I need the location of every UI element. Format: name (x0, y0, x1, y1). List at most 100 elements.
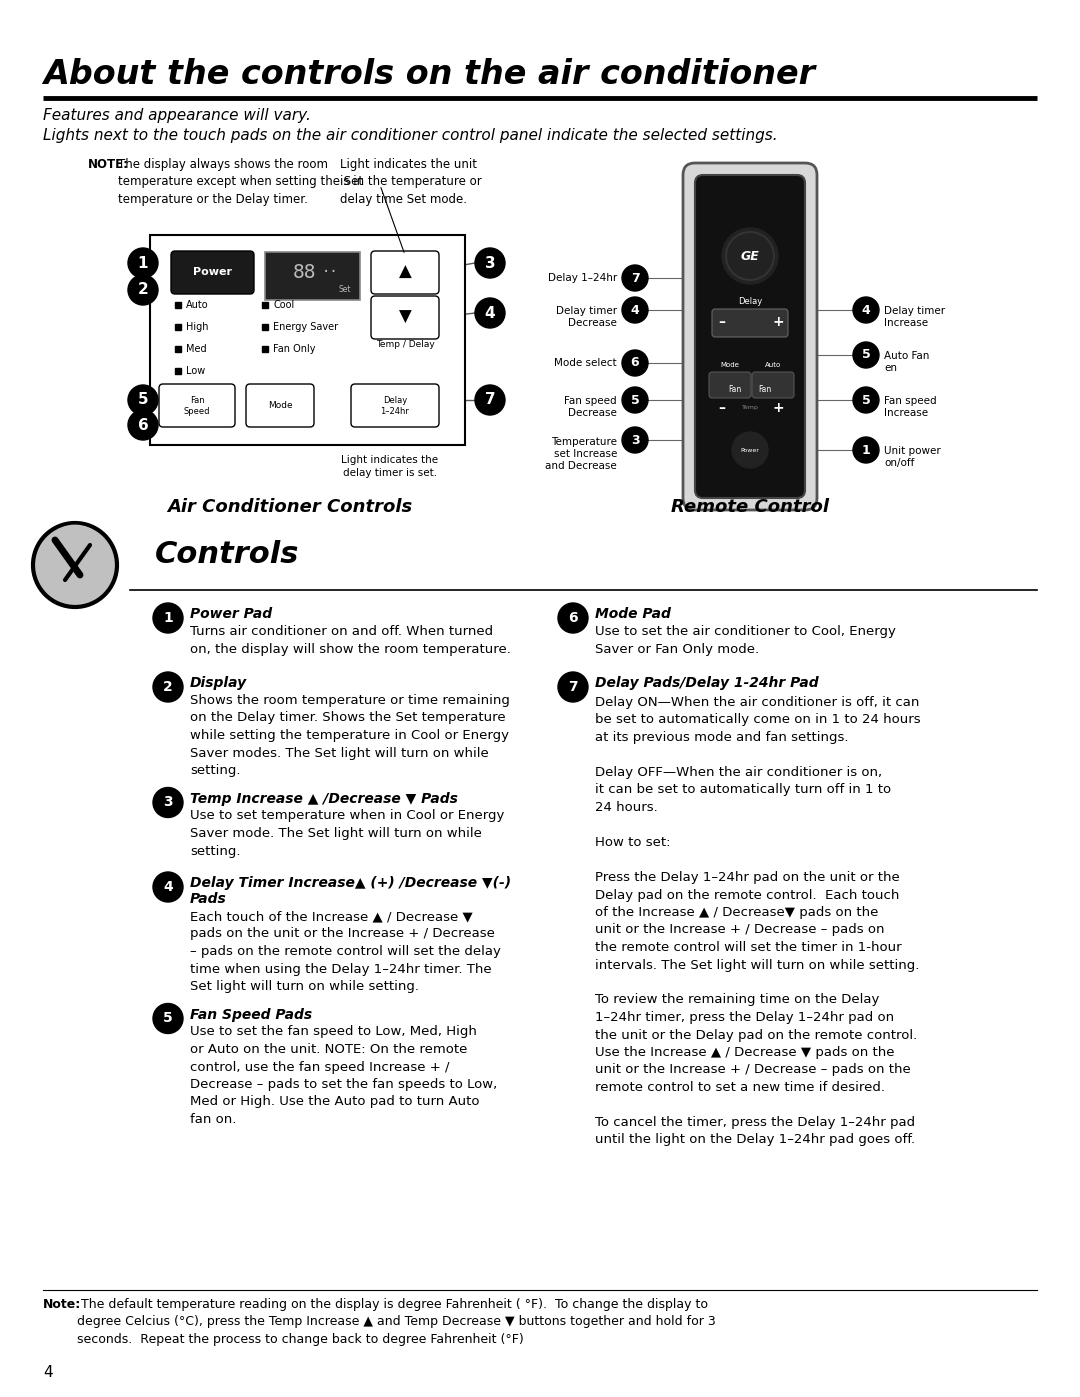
FancyBboxPatch shape (696, 175, 805, 497)
Text: Air Conditioner Controls: Air Conditioner Controls (167, 497, 413, 515)
Text: –: – (718, 314, 726, 330)
Text: Fan
Speed: Fan Speed (184, 397, 211, 416)
FancyBboxPatch shape (683, 163, 816, 510)
Text: The display always shows the room
temperature except when setting the Set
temper: The display always shows the room temper… (118, 158, 363, 205)
Text: 6: 6 (568, 610, 578, 624)
FancyBboxPatch shape (752, 372, 794, 398)
Circle shape (853, 298, 879, 323)
Text: 7: 7 (485, 393, 496, 408)
Text: 4: 4 (163, 880, 173, 894)
Circle shape (33, 522, 117, 608)
Text: 5: 5 (631, 394, 639, 407)
Circle shape (153, 604, 183, 633)
FancyBboxPatch shape (712, 309, 788, 337)
FancyBboxPatch shape (171, 251, 254, 293)
Text: +: + (772, 314, 784, 330)
Text: Delay 1–24hr: Delay 1–24hr (548, 272, 617, 284)
Text: 1: 1 (862, 443, 870, 457)
Text: Delay ON—When the air conditioner is off, it can
be set to automatically come on: Delay ON—When the air conditioner is off… (595, 696, 920, 1147)
Text: Delay Timer Increase▲ (+) /Decrease ▼(-)
Pads: Delay Timer Increase▲ (+) /Decrease ▼(-)… (190, 876, 511, 907)
Text: 7: 7 (631, 271, 639, 285)
Text: Power Pad: Power Pad (190, 608, 272, 622)
Text: Energy Saver: Energy Saver (273, 321, 338, 332)
Text: Temperature
set Increase
and Decrease: Temperature set Increase and Decrease (545, 437, 617, 471)
Circle shape (622, 351, 648, 376)
Text: 4: 4 (43, 1365, 53, 1380)
Text: 5: 5 (862, 394, 870, 407)
Circle shape (153, 872, 183, 902)
Text: Mode Pad: Mode Pad (595, 608, 671, 622)
Text: ··: ·· (322, 265, 338, 279)
Text: +: + (772, 401, 784, 415)
Text: 6: 6 (137, 418, 148, 433)
Circle shape (153, 672, 183, 703)
Text: Delay: Delay (738, 296, 762, 306)
Text: About the controls on the air conditioner: About the controls on the air conditione… (43, 59, 815, 91)
Circle shape (153, 788, 183, 817)
Text: Mode select: Mode select (554, 358, 617, 367)
Text: Lights next to the touch pads on the air conditioner control panel indicate the : Lights next to the touch pads on the air… (43, 129, 778, 142)
Text: Light indicates the
delay timer is set.: Light indicates the delay timer is set. (341, 455, 438, 478)
FancyBboxPatch shape (372, 251, 438, 293)
Text: –: – (718, 401, 726, 415)
Text: 2: 2 (137, 282, 148, 298)
Text: ▼: ▼ (399, 307, 411, 326)
Text: Power: Power (741, 447, 759, 453)
FancyBboxPatch shape (150, 235, 465, 446)
Text: Auto: Auto (186, 300, 208, 310)
Circle shape (475, 386, 505, 415)
Text: Fan Only: Fan Only (273, 344, 315, 353)
Text: Display: Display (190, 676, 247, 690)
Circle shape (129, 249, 158, 278)
Text: Cool: Cool (273, 300, 294, 310)
Text: Power: Power (193, 267, 232, 277)
Text: Set: Set (339, 285, 351, 295)
Text: 4: 4 (485, 306, 496, 320)
Text: Delay timer
Decrease: Delay timer Decrease (556, 306, 617, 328)
Text: Light indicates the unit
is in the temperature or
delay time Set mode.: Light indicates the unit is in the tempe… (340, 158, 482, 205)
Text: 3: 3 (485, 256, 496, 271)
Text: 6: 6 (631, 356, 639, 369)
Text: Note:: Note: (43, 1298, 81, 1310)
Text: Shows the room temperature or time remaining
on the Delay timer. Shows the Set t: Shows the room temperature or time remai… (190, 694, 510, 777)
Text: 4: 4 (862, 303, 870, 317)
Text: 1: 1 (138, 256, 148, 271)
Text: 3: 3 (163, 795, 173, 809)
Circle shape (475, 298, 505, 328)
Circle shape (853, 342, 879, 367)
FancyBboxPatch shape (708, 372, 751, 398)
Circle shape (475, 249, 505, 278)
FancyBboxPatch shape (246, 384, 314, 427)
Text: Each touch of the Increase ▲ / Decrease ▼
pads on the unit or the Increase + / D: Each touch of the Increase ▲ / Decrease … (190, 909, 501, 993)
Circle shape (153, 1003, 183, 1034)
Text: Fan: Fan (758, 386, 771, 394)
Circle shape (622, 298, 648, 323)
Text: Remote Control: Remote Control (671, 497, 829, 515)
Text: 5: 5 (862, 348, 870, 362)
Text: Low: Low (186, 366, 205, 376)
Text: Fan speed
Decrease: Fan speed Decrease (565, 395, 617, 418)
Circle shape (853, 387, 879, 414)
Circle shape (558, 604, 588, 633)
Text: Delay timer
Increase: Delay timer Increase (885, 306, 945, 328)
Circle shape (622, 387, 648, 414)
Text: Fan: Fan (728, 386, 742, 394)
Circle shape (41, 527, 109, 594)
Text: Use to set the air conditioner to Cool, Energy
Saver or Fan Only mode.: Use to set the air conditioner to Cool, … (595, 624, 896, 655)
Text: Delay
1–24hr: Delay 1–24hr (380, 397, 409, 416)
Text: Med: Med (186, 344, 206, 353)
Text: 7: 7 (568, 680, 578, 694)
Circle shape (622, 427, 648, 453)
FancyBboxPatch shape (351, 384, 438, 427)
Text: Temp Increase ▲ /Decrease ▼ Pads: Temp Increase ▲ /Decrease ▼ Pads (190, 792, 458, 806)
Text: Delay Pads/Delay 1-24hr Pad: Delay Pads/Delay 1-24hr Pad (595, 676, 819, 690)
Circle shape (558, 672, 588, 703)
Text: Turns air conditioner on and off. When turned
on, the display will show the room: Turns air conditioner on and off. When t… (190, 624, 511, 655)
Text: 4: 4 (631, 303, 639, 317)
Text: NOTE:: NOTE: (87, 158, 129, 170)
Circle shape (129, 409, 158, 440)
Text: Fan Speed Pads: Fan Speed Pads (190, 1007, 312, 1021)
Text: Mode: Mode (720, 362, 740, 367)
Circle shape (129, 275, 158, 305)
Text: 5: 5 (137, 393, 148, 408)
